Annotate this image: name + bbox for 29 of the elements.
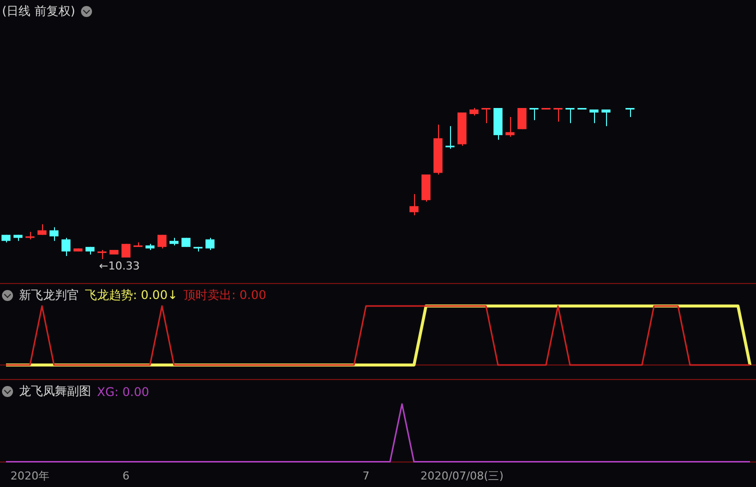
candlestick	[62, 237, 70, 256]
x-tick-label: 2020年	[10, 469, 50, 482]
text: 飞龙趋势: 0.00↓	[85, 287, 178, 304]
series-label: 顶时卖出: 0.00	[184, 287, 266, 304]
candlestick	[626, 108, 634, 118]
candlestick	[554, 108, 562, 122]
x-tick-label: 6	[122, 469, 130, 482]
candlestick	[122, 243, 130, 258]
candlestick	[206, 237, 214, 250]
candlestick	[530, 108, 538, 121]
chart-title: 龙飞凤舞副图	[19, 383, 91, 400]
annotation: ←10.33	[99, 259, 140, 272]
candlestick	[602, 109, 610, 127]
candlestick	[566, 108, 574, 124]
candlestick	[446, 126, 454, 150]
candlestick	[482, 108, 490, 124]
candlestick	[590, 109, 598, 124]
candlestick	[38, 224, 46, 236]
text: XG: 0.00	[97, 384, 150, 398]
candlestick	[518, 108, 526, 130]
chart-title: 新飞龙判官	[19, 287, 79, 304]
candlestick	[50, 226, 58, 242]
candlestick	[506, 116, 514, 138]
x-tick-label: 2020/07/08(三)	[420, 469, 504, 482]
candlestick	[158, 234, 166, 249]
x-tick-label: 7	[362, 469, 370, 482]
chart-title: (日线 前复权)	[2, 3, 76, 20]
candlestick	[410, 194, 418, 216]
candlestick	[98, 249, 106, 260]
